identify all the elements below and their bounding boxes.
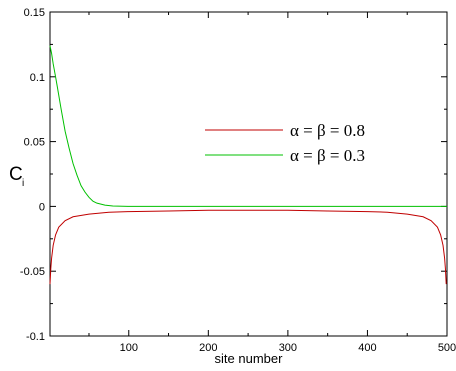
x-tick-label: 500: [438, 342, 456, 354]
plot-frame: [50, 12, 447, 336]
legend-label-1: α = β = 0.8: [290, 121, 365, 140]
x-axis-title: site number: [215, 351, 284, 366]
y-tick-label: -0.1: [26, 331, 45, 343]
y-tick-label: 0: [39, 201, 45, 213]
y-tick-label: -0.05: [20, 266, 45, 278]
y-axis-title: C: [9, 164, 23, 185]
y-tick-label: 0.05: [24, 137, 45, 149]
y-tick-label: 0.15: [24, 7, 45, 19]
x-tick-label: 400: [358, 342, 376, 354]
y-tick-label: 0.1: [30, 72, 45, 84]
series-line-1: [50, 210, 446, 284]
series-line-2: [50, 46, 447, 207]
y-axis-title-subscript: i: [22, 178, 24, 189]
legend-label-2: α = β = 0.3: [290, 146, 365, 165]
x-tick-label: 100: [120, 342, 138, 354]
